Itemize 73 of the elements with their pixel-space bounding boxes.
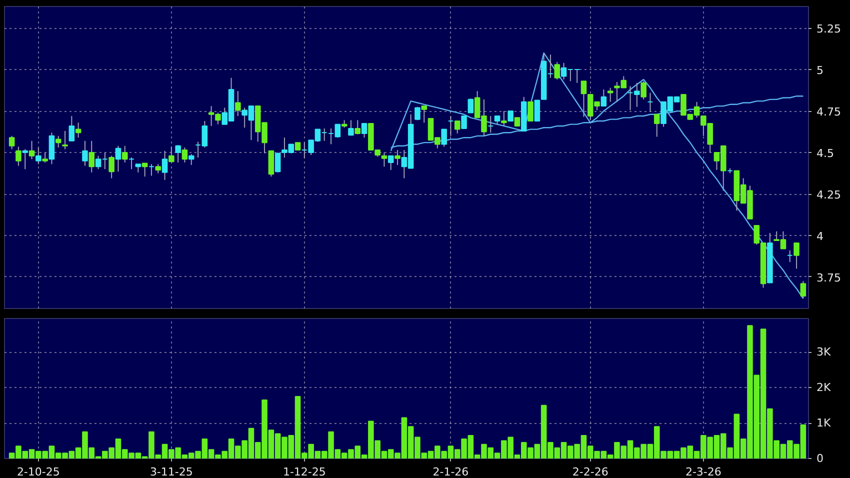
candlestick: [82, 140, 88, 166]
candlestick: [142, 162, 148, 178]
candlestick: [182, 147, 188, 163]
candlestick: [22, 148, 28, 170]
candlestick: [68, 116, 75, 142]
y-tick-label: 2K: [816, 381, 832, 394]
y-tick-label: 4.5: [816, 147, 834, 160]
candlestick: [36, 147, 42, 165]
candlestick: [580, 80, 587, 118]
candlestick: [454, 120, 460, 134]
candlestick: [600, 88, 607, 107]
candlestick: [786, 250, 793, 263]
candlestick: [421, 106, 428, 124]
candlestick: [554, 62, 560, 80]
candlestick: [528, 101, 534, 122]
y-tick-label: 0: [816, 452, 824, 465]
candlestick: [268, 150, 274, 178]
candlestick: [468, 98, 474, 114]
x-tick-label: 2-1-26: [432, 466, 469, 478]
candlestick: [128, 157, 134, 170]
y-tick-label: 3K: [816, 346, 832, 359]
candlestick: [75, 122, 82, 138]
candlestick: [508, 110, 514, 122]
candlestick: [381, 152, 388, 168]
x-tick-label: 2-10-25: [16, 466, 60, 478]
candlestick: [62, 130, 68, 150]
candlestick: [115, 145, 122, 172]
candlestick: [647, 92, 654, 112]
candlestick: [188, 154, 194, 166]
candlestick: [274, 152, 281, 173]
candlestick: [488, 116, 494, 134]
candlestick: [162, 150, 168, 180]
y-tick-label: 3.75: [816, 271, 841, 284]
candlestick: [394, 150, 400, 166]
candlestick: [168, 146, 174, 162]
candlestick: [354, 120, 361, 135]
candlestick: [48, 132, 55, 165]
candlestick: [235, 90, 241, 117]
candlestick: [800, 280, 806, 300]
y-tick-label: 4.75: [816, 106, 841, 119]
candlestick: [55, 135, 62, 148]
candlestick: [8, 135, 15, 150]
candlestick: [640, 80, 646, 100]
y-tick-label: 5.25: [816, 22, 841, 36]
candlestick: [148, 164, 154, 176]
y-tick-label: 4: [816, 230, 824, 243]
y-tick-label: 5: [816, 64, 824, 78]
x-tick-label: 2-3-26: [685, 466, 722, 478]
y-tick-label: 4.25: [816, 188, 841, 202]
x-tick-label: 1-12-25: [282, 466, 326, 478]
candlestick: [348, 120, 354, 136]
x-tick-label: 2-2-26: [572, 466, 608, 478]
candlestick: [16, 146, 22, 166]
candlestick: [361, 122, 368, 138]
candlestick: [501, 110, 507, 126]
candlestick: [42, 152, 48, 163]
candlestick: [441, 128, 447, 148]
candlestick: [607, 87, 614, 102]
x-tick-label: 3-11-25: [150, 466, 193, 478]
candlestick: [175, 144, 181, 163]
line-series: [390, 52, 804, 300]
candlestick: [654, 114, 660, 138]
candlestick: [794, 242, 800, 270]
candlestick: [461, 116, 467, 129]
candlestick: [448, 116, 454, 136]
candlestick: [155, 164, 162, 174]
y-tick-label: 1K: [816, 416, 832, 430]
candlestick: [88, 140, 95, 173]
candlestick: [534, 100, 540, 122]
candlestick: [108, 155, 114, 179]
candlestick: [388, 155, 394, 170]
candlestick: [28, 140, 35, 160]
candlestick: [122, 145, 128, 163]
